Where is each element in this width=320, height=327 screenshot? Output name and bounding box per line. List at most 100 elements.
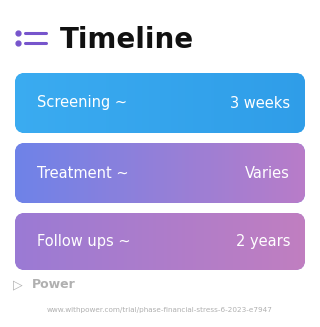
Bar <box>185 213 189 270</box>
Bar <box>51 213 55 270</box>
Bar <box>69 73 74 133</box>
Bar <box>106 73 110 133</box>
Bar <box>269 143 273 203</box>
Bar <box>84 213 88 270</box>
Bar <box>269 213 273 270</box>
Bar <box>153 73 157 133</box>
Bar <box>182 73 186 133</box>
Bar <box>160 143 164 203</box>
Bar <box>294 73 298 133</box>
Bar <box>207 143 211 203</box>
Bar <box>301 213 306 270</box>
Bar <box>244 143 247 203</box>
Bar <box>62 143 66 203</box>
Bar <box>185 73 189 133</box>
Bar <box>69 213 74 270</box>
Bar <box>37 143 41 203</box>
Bar <box>225 213 229 270</box>
Bar <box>291 73 295 133</box>
Bar <box>204 143 208 203</box>
Bar <box>298 213 302 270</box>
Bar <box>174 73 179 133</box>
Bar <box>62 73 66 133</box>
Bar <box>156 213 161 270</box>
Bar <box>164 143 168 203</box>
Bar <box>261 143 266 203</box>
Bar <box>207 73 211 133</box>
Text: Timeline: Timeline <box>60 26 194 54</box>
Bar <box>62 213 66 270</box>
Bar <box>211 73 215 133</box>
Bar <box>138 73 142 133</box>
Bar <box>131 213 135 270</box>
Bar <box>174 213 179 270</box>
Bar <box>19 213 23 270</box>
Bar <box>218 143 222 203</box>
Bar <box>291 143 295 203</box>
Bar <box>138 213 142 270</box>
Bar <box>189 143 193 203</box>
Text: ▷: ▷ <box>13 279 23 291</box>
Bar <box>193 73 197 133</box>
Bar <box>149 73 153 133</box>
Bar <box>218 213 222 270</box>
Bar <box>73 213 77 270</box>
Bar <box>55 213 59 270</box>
Bar <box>127 213 132 270</box>
Bar <box>244 213 247 270</box>
Bar <box>276 73 280 133</box>
Bar <box>178 73 182 133</box>
Bar <box>258 213 262 270</box>
Text: Power: Power <box>32 279 76 291</box>
Bar <box>102 73 106 133</box>
Bar <box>87 73 92 133</box>
Bar <box>91 73 95 133</box>
Bar <box>149 143 153 203</box>
Bar <box>167 73 172 133</box>
Bar <box>196 213 200 270</box>
Bar <box>156 143 161 203</box>
Bar <box>189 73 193 133</box>
Bar <box>258 143 262 203</box>
Bar <box>44 143 48 203</box>
Bar <box>211 213 215 270</box>
Text: Treatment ~: Treatment ~ <box>37 165 129 181</box>
Bar <box>258 73 262 133</box>
Bar <box>185 143 189 203</box>
Bar <box>156 73 161 133</box>
FancyBboxPatch shape <box>15 73 305 133</box>
Bar <box>113 73 117 133</box>
Bar <box>287 143 291 203</box>
Bar <box>225 73 229 133</box>
Bar <box>98 143 102 203</box>
Bar <box>59 213 63 270</box>
Bar <box>138 143 142 203</box>
Bar <box>116 73 121 133</box>
Bar <box>22 143 26 203</box>
Bar <box>73 73 77 133</box>
Bar <box>51 143 55 203</box>
Bar <box>178 213 182 270</box>
Bar <box>59 73 63 133</box>
Bar <box>15 73 19 133</box>
Bar <box>276 213 280 270</box>
Bar <box>301 73 306 133</box>
Bar <box>214 213 219 270</box>
Bar <box>200 213 204 270</box>
FancyBboxPatch shape <box>15 143 305 203</box>
Bar <box>160 213 164 270</box>
Bar <box>265 143 269 203</box>
Bar <box>87 143 92 203</box>
Bar <box>91 143 95 203</box>
Bar <box>236 213 240 270</box>
Bar <box>182 213 186 270</box>
Bar <box>109 213 113 270</box>
Bar <box>106 213 110 270</box>
Bar <box>120 73 124 133</box>
Bar <box>272 143 276 203</box>
Bar <box>240 143 244 203</box>
Bar <box>280 213 284 270</box>
Bar <box>48 213 52 270</box>
Bar <box>22 73 26 133</box>
Bar <box>276 143 280 203</box>
